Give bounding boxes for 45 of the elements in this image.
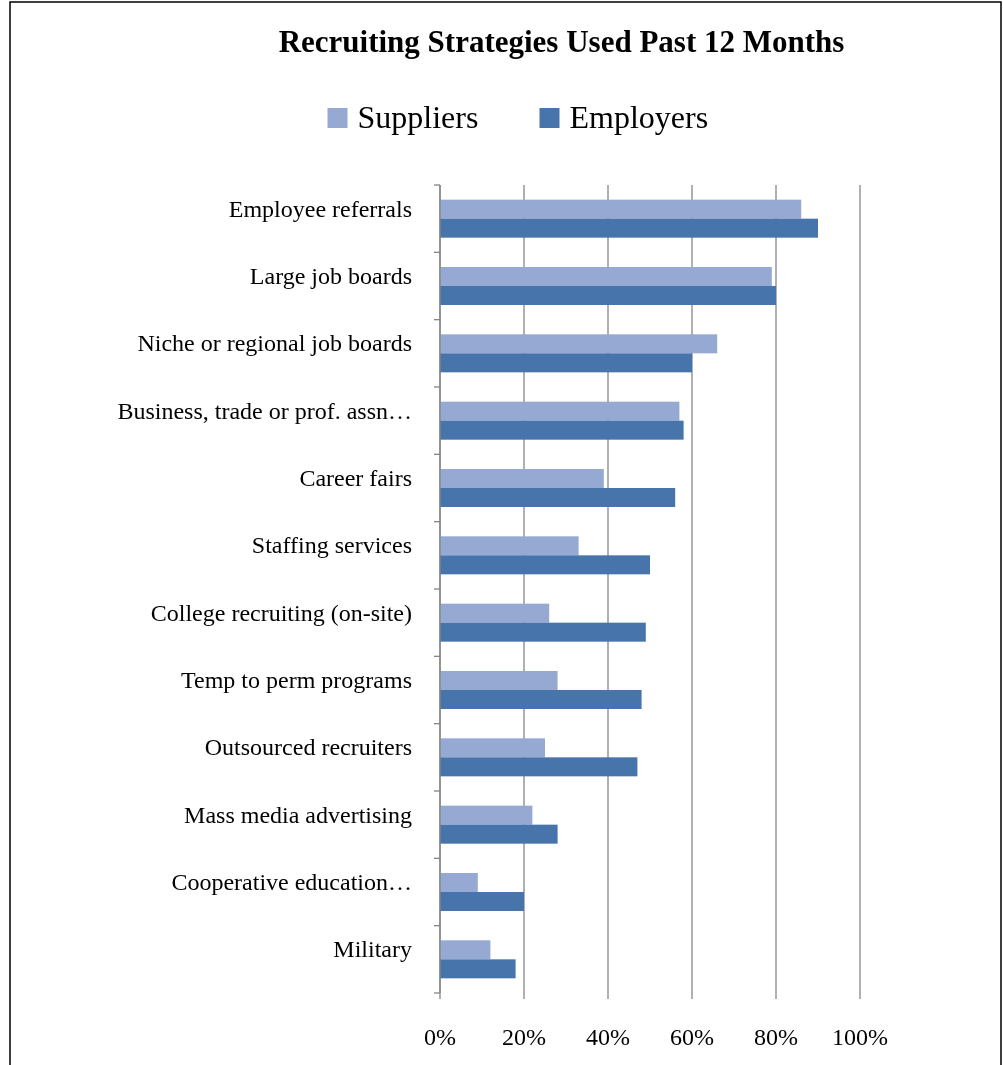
y-tick-label: Large job boards [249,263,412,289]
bar [440,420,684,440]
y-tick-label: Business, trade or prof. assn… [117,397,412,424]
y-tick-label: Outsourced recruiters [204,734,412,761]
bar [440,286,776,305]
bar [440,805,533,825]
legend-label: Suppliers [357,99,479,135]
bar [440,267,772,286]
x-tick-label: 60% [670,1024,714,1050]
x-tick-label: 80% [754,1024,798,1050]
bar [440,469,604,488]
bar [440,873,478,892]
bar [440,536,579,556]
bar [440,353,692,373]
y-tick-label: Temp to perm programs [181,667,412,693]
x-tick-label: 100% [832,1024,888,1050]
bar [440,488,676,507]
y-tick-label: Career fairs [299,465,412,491]
bar [440,690,642,709]
bar [440,218,818,238]
bar [440,892,524,911]
bar [440,940,491,960]
y-tick-label: Military [333,936,412,963]
bar [440,199,802,219]
bar [440,334,718,354]
x-tick-label: 0% [424,1024,456,1050]
y-tick-label: Employee referrals [228,195,412,222]
bar [440,738,545,758]
bar [440,757,638,777]
bar [440,824,558,844]
y-tick-label: Mass media advertising [184,801,412,828]
y-tick-label: College recruiting (on-site) [150,599,412,626]
chart-title: Recruiting Strategies Used Past 12 Months [278,24,845,59]
bar [440,555,650,575]
y-tick-label: Cooperative education… [171,869,412,895]
x-tick-label: 20% [502,1024,546,1050]
bar [440,603,550,623]
x-tick-label: 40% [586,1024,630,1050]
y-tick-label: Staffing services [251,532,412,559]
y-tick-label: Niche or regional job boards [137,330,412,357]
legend-label: Employers [569,99,709,135]
bar [440,401,680,421]
bar [440,959,516,979]
bar [440,671,558,690]
bar [440,622,646,642]
